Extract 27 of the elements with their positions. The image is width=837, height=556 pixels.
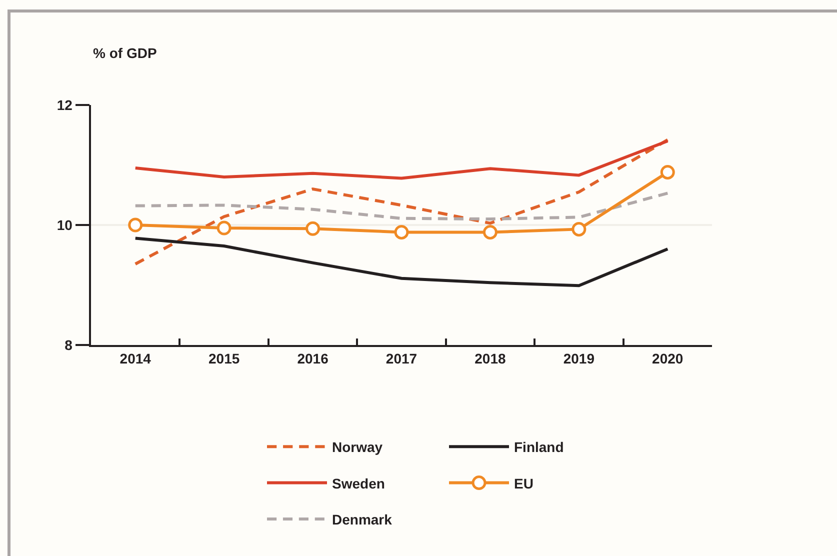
y-tick-label: 10 bbox=[56, 216, 73, 233]
point bbox=[306, 221, 320, 236]
x-tick-label: 2017 bbox=[386, 350, 418, 367]
line-series bbox=[134, 236, 670, 288]
y-tick-label: 8 bbox=[64, 336, 73, 353]
y-axis-title: % of GDP bbox=[93, 45, 157, 61]
legend-label: Finland bbox=[514, 439, 564, 456]
x-tick-label: 2015 bbox=[208, 350, 240, 367]
legend-label: Sweden bbox=[332, 475, 385, 492]
line-series bbox=[134, 192, 670, 220]
legend-label: EU bbox=[514, 475, 534, 492]
legend-label: Norway bbox=[332, 439, 383, 456]
point bbox=[660, 164, 675, 180]
point bbox=[572, 222, 586, 236]
line-series bbox=[134, 138, 670, 266]
x-tick-label: 2018 bbox=[474, 350, 506, 367]
x-tick-label: 2020 bbox=[652, 350, 684, 367]
x-tick-label: 2016 bbox=[297, 350, 329, 367]
x-tick-label: 2019 bbox=[563, 350, 595, 367]
point bbox=[394, 224, 409, 240]
legend-label: Denmark bbox=[332, 511, 392, 528]
point bbox=[128, 218, 143, 232]
x-tick-label: 2014 bbox=[120, 350, 152, 367]
point bbox=[216, 220, 232, 236]
line-series bbox=[134, 140, 670, 180]
point bbox=[482, 224, 498, 240]
y-tick-label: 12 bbox=[56, 96, 73, 113]
